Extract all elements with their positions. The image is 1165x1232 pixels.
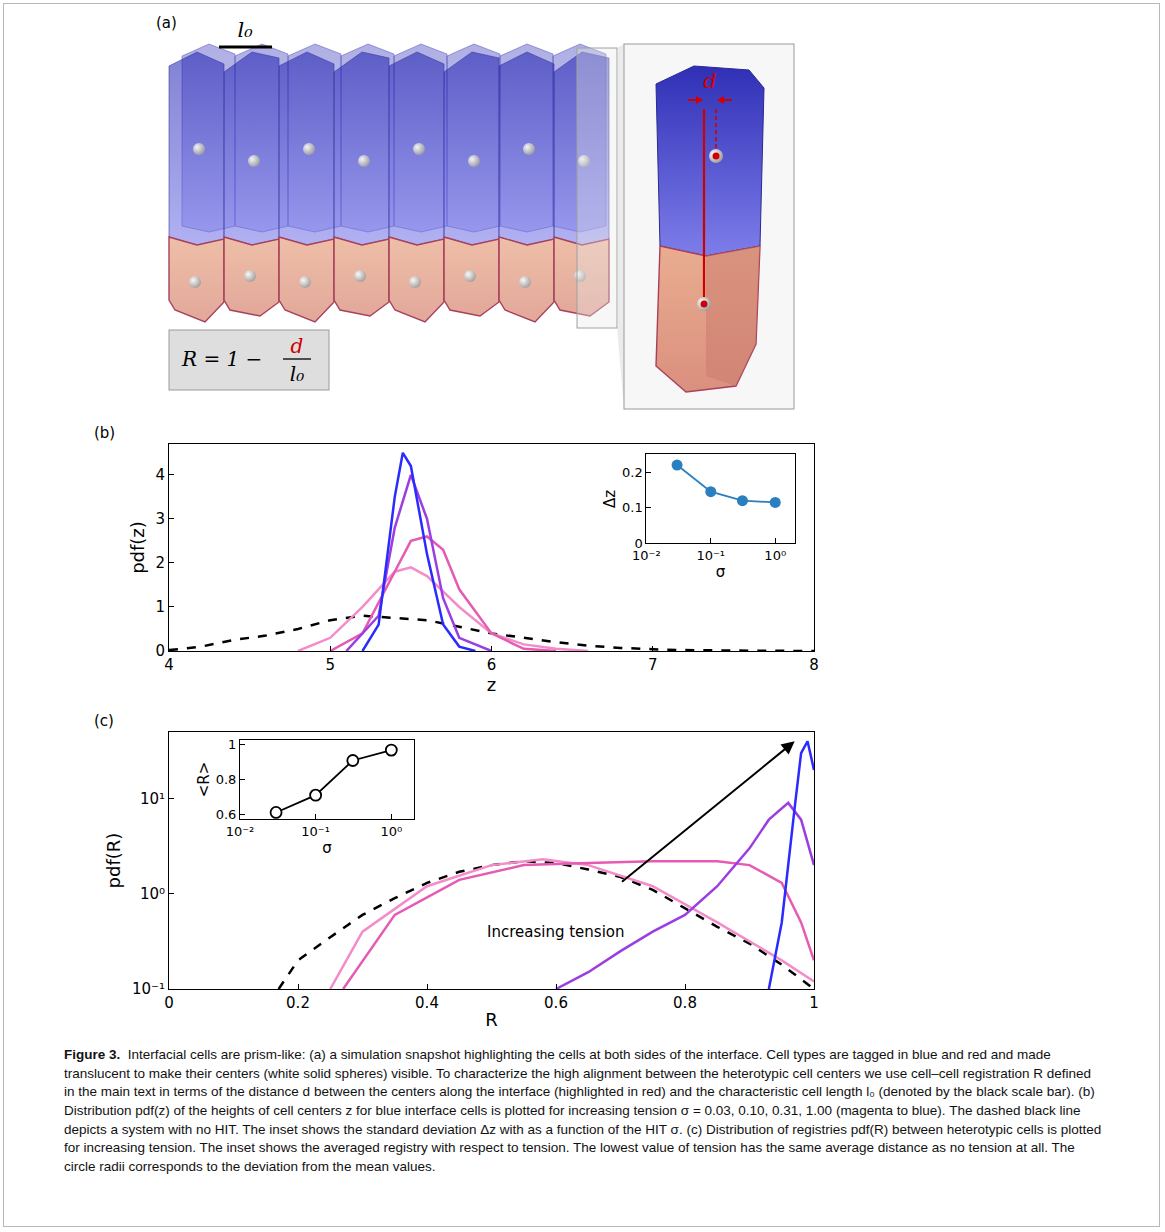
svg-text:2: 2 — [155, 554, 165, 572]
svg-text:10¹: 10¹ — [140, 790, 165, 808]
svg-text:0: 0 — [164, 994, 174, 1012]
svg-text:0.8: 0.8 — [673, 994, 697, 1012]
svg-text:8: 8 — [809, 656, 819, 674]
html-text:Figure 3. Interfacial cells ar: Figure 3. Interfacial cells are prism-li… — [64, 1047, 1102, 1174]
svg-text:10⁻¹: 10⁻¹ — [301, 824, 330, 839]
svg-text:5: 5 — [325, 656, 335, 674]
svg-text:0.2: 0.2 — [622, 465, 643, 480]
svg-text:(a): (a) — [156, 14, 177, 32]
svg-text:4: 4 — [164, 656, 174, 674]
svg-text:10⁰: 10⁰ — [764, 548, 786, 563]
svg-text:0: 0 — [634, 536, 642, 551]
svg-text:R: R — [485, 1009, 498, 1030]
svg-text:10⁻²: 10⁻² — [632, 548, 661, 563]
svg-text:1: 1 — [228, 737, 236, 752]
svg-text:0.8: 0.8 — [216, 772, 237, 787]
svg-text:6: 6 — [487, 656, 497, 674]
svg-text:0.6: 0.6 — [216, 807, 237, 822]
svg-text:pdf(R): pdf(R) — [103, 833, 124, 889]
svg-text:10⁻²: 10⁻² — [226, 824, 255, 839]
svg-text:d: d — [703, 69, 716, 93]
svg-text:10⁰: 10⁰ — [380, 824, 402, 839]
svg-text:l₀: l₀ — [290, 362, 304, 386]
svg-text:10⁻¹: 10⁻¹ — [132, 980, 165, 998]
svg-text:1: 1 — [155, 598, 165, 616]
svg-text:R = 1 −: R = 1 − — [181, 347, 262, 371]
svg-text:0.2: 0.2 — [286, 994, 310, 1012]
svg-text:3: 3 — [155, 510, 165, 528]
svg-text:d: d — [291, 334, 304, 358]
svg-text:(c): (c) — [94, 712, 114, 730]
svg-text:0: 0 — [155, 642, 165, 660]
svg-text:0.6: 0.6 — [544, 994, 568, 1012]
svg-text:0.1: 0.1 — [622, 500, 643, 515]
svg-text:0.4: 0.4 — [415, 994, 439, 1012]
svg-text:σ: σ — [716, 563, 726, 581]
svg-text:1: 1 — [809, 994, 819, 1012]
svg-text:Increasing tension: Increasing tension — [487, 923, 625, 941]
svg-text:l₀: l₀ — [237, 18, 253, 42]
svg-text:<R>: <R> — [195, 762, 213, 798]
svg-text:4: 4 — [155, 466, 165, 484]
svg-text:Δz: Δz — [601, 490, 619, 508]
svg-text:z: z — [487, 674, 496, 695]
svg-text:10⁰: 10⁰ — [140, 885, 165, 903]
svg-text:10⁻¹: 10⁻¹ — [696, 548, 725, 563]
svg-text:pdf(z): pdf(z) — [127, 521, 148, 574]
svg-text:σ: σ — [322, 839, 332, 857]
svg-text:(b): (b) — [94, 424, 115, 442]
svg-text:7: 7 — [648, 656, 658, 674]
